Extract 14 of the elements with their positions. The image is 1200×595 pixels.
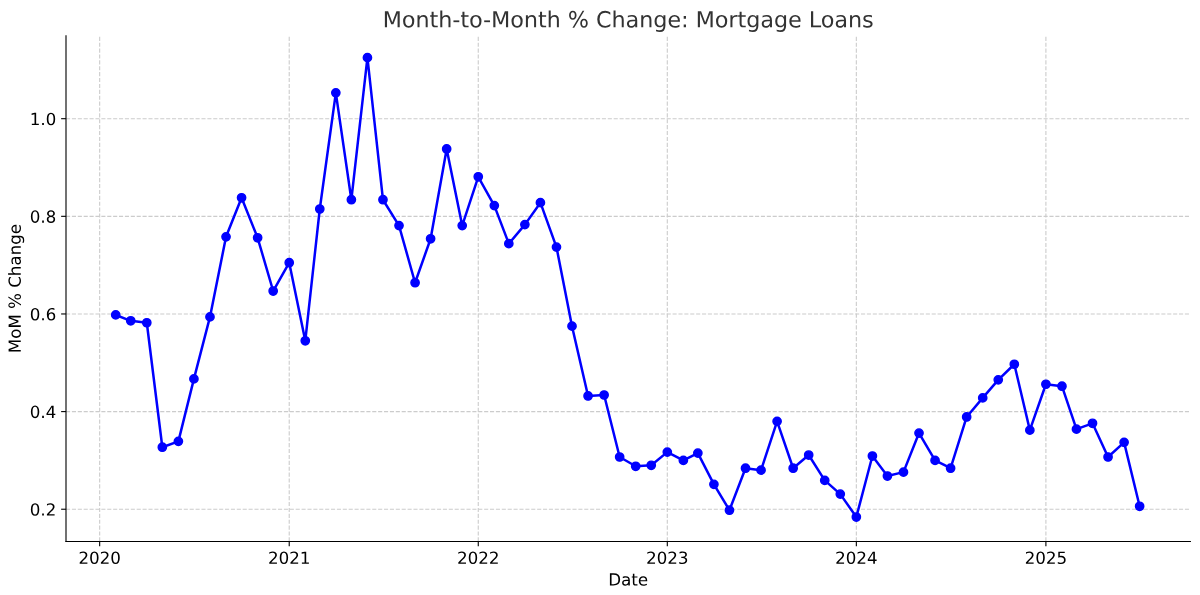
- y-tick-label: 0.8: [30, 210, 56, 223]
- x-tick-label: 2024: [836, 551, 877, 565]
- y-axis-title: MoM % Change: [8, 224, 25, 352]
- y-tick-label: 0.4: [30, 405, 56, 419]
- y-tick-label: 1.0: [31, 112, 56, 126]
- chart-title: Month-to-Month % Change: Mortgage Loans: [384, 10, 873, 32]
- x-tick-label: 2025: [1025, 551, 1066, 565]
- x-tick-label: 2021: [269, 551, 309, 565]
- x-tick-label: 2022: [458, 551, 498, 565]
- x-axis-title: Date: [609, 573, 648, 586]
- x-tick-label: 2023: [647, 551, 688, 565]
- y-tick-label: 0.2: [30, 503, 55, 516]
- x-tick-label: 2020: [79, 551, 120, 565]
- y-tick-label: 0.6: [30, 307, 56, 321]
